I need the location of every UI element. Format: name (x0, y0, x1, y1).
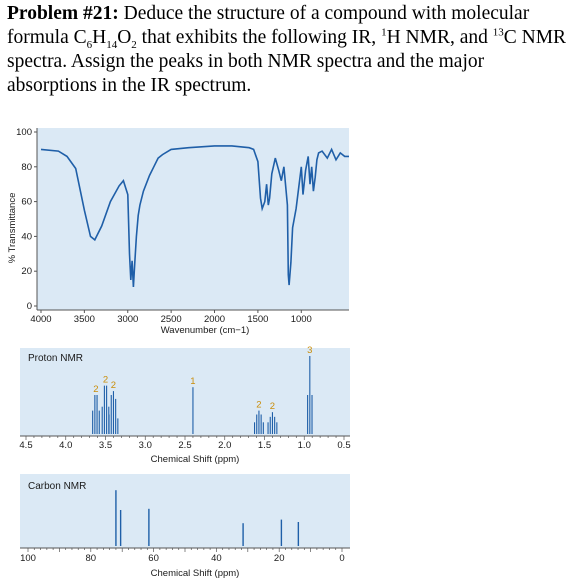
ir-y-tick-label: 80 (21, 162, 32, 173)
proton-nmr-axes: 4.5 4.0 3.5 3.0 2.5 2.0 1.5 1.0 0.5 (19, 435, 351, 451)
formula-h-subscript: 14 (106, 38, 118, 51)
problem-text-2: H (92, 27, 107, 48)
ir-x-tick-label: 4000 (30, 314, 51, 325)
ir-plot-background (37, 128, 349, 310)
ir-x-axis-title: Wavenumber (cm−1) (161, 325, 250, 336)
problem-text-1: Deduce the structure of a compound with … (7, 3, 530, 48)
proton-nmr-x-tick-label: 2.0 (218, 440, 231, 451)
proton-nmr-x-tick-label: 0.5 (337, 440, 350, 451)
proton-nmr-integration-labels: 22 2 12 23 (93, 345, 312, 412)
proton-nmr-integration-label: 2 (103, 375, 108, 386)
proton-nmr-integration-label: 1 (190, 376, 195, 387)
carbon-nmr-plot-background (20, 474, 350, 548)
carbon-nmr-title: Carbon NMR (28, 481, 86, 492)
proton-nmr-x-tick-label: 1.0 (298, 440, 311, 451)
problem-statement: Problem #21: Deduce the structure of a c… (7, 2, 575, 98)
carbon-nmr-x-tick-label: 100 (20, 553, 36, 564)
problem-text-5: H NMR, and (386, 27, 493, 48)
ir-x-tick-label: 1000 (291, 314, 312, 325)
carbon-superscript: 13 (492, 26, 504, 39)
carbon-nmr-panel: Carbon NMR 100 80 60 40 20 0 Chemical Shift (… (20, 474, 350, 579)
proton-nmr-x-tick-label: 3.0 (139, 440, 152, 451)
carbon-nmr-x-axis-title: Chemical Shift (ppm) (151, 568, 240, 579)
ir-axes: 0 20 40 60 80 100 4000 3500 3000 2500 2000 1500 1000 (16, 127, 349, 325)
carbon-nmr-x-tick-label: 60 (148, 553, 159, 564)
proton-nmr-x-tick-label: 3.5 (99, 440, 112, 451)
ir-panel: 0 20 40 60 80 100 4000 3500 3000 2500 2000 1500 1000… (7, 127, 349, 336)
proton-superscript: 1 (381, 26, 387, 39)
ir-spectrum-line (40, 145, 349, 287)
proton-nmr-title: Proton NMR (28, 353, 83, 364)
formula-o-subscript: 2 (131, 38, 137, 51)
proton-nmr-x-tick-label: 4.5 (19, 440, 32, 451)
proton-nmr-peaks (92, 356, 313, 434)
problem-text-4: that exhibits the following IR, (136, 27, 382, 48)
ir-x-tick-label: 2000 (204, 314, 225, 325)
carbon-nmr-peaks (115, 490, 300, 546)
ir-y-tick-label: 20 (21, 266, 32, 277)
proton-nmr-x-tick-label: 2.5 (178, 440, 191, 451)
formula-c-subscript: 6 (86, 38, 93, 51)
carbon-nmr-axes: 100 80 60 40 20 0 (20, 547, 350, 564)
carbon-nmr-x-tick-label: 0 (339, 553, 344, 564)
proton-nmr-plot-background (20, 348, 350, 436)
problem-heading: Problem #21: (7, 3, 119, 24)
problem-text-3: O (117, 27, 132, 48)
ir-y-tick-label: 60 (21, 197, 32, 208)
proton-nmr-integration-label: 2 (270, 401, 275, 412)
ir-x-tick-label: 3500 (74, 314, 95, 325)
proton-nmr-integration-label: 2 (256, 400, 261, 411)
ir-x-tick-label: 1500 (247, 314, 268, 325)
ir-y-tick-label: 40 (21, 231, 32, 242)
proton-nmr-x-tick-label: 4.0 (59, 440, 72, 451)
proton-nmr-integration-label: 2 (111, 380, 116, 391)
ir-x-tick-label: 2500 (161, 314, 182, 325)
proton-nmr-x-axis-title: Chemical Shift (ppm) (151, 454, 240, 465)
proton-nmr-integration-label: 3 (307, 345, 312, 356)
carbon-nmr-x-tick-label: 20 (274, 553, 285, 564)
problem-text-6: C NMR spectra. Assign the peaks in both … (7, 27, 567, 96)
proton-nmr-integration-label: 2 (93, 384, 98, 395)
carbon-nmr-x-tick-label: 80 (86, 553, 97, 564)
ir-y-axis-title: % Transmittance (7, 193, 18, 264)
ir-y-tick-label: 0 (27, 301, 32, 312)
proton-nmr-panel: Proton NMR 4.5 4.0 3.5 3.0 2.5 2.0 1.5 1.0 0.5 2… (19, 345, 350, 465)
ir-y-tick-label: 100 (16, 127, 32, 138)
ir-x-tick-label: 3000 (117, 314, 138, 325)
proton-nmr-x-tick-label: 1.5 (258, 440, 271, 451)
carbon-nmr-x-tick-label: 40 (211, 553, 222, 564)
